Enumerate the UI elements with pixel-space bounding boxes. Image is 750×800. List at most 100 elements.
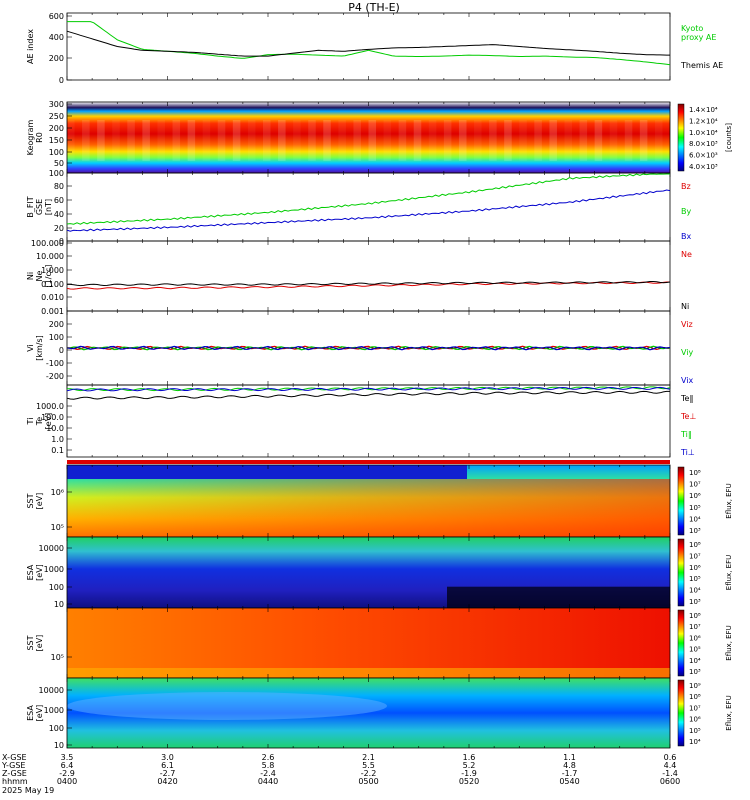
footer-value: -1.4 xyxy=(662,769,678,778)
footer-value: -2.4 xyxy=(260,769,276,778)
keogram-colorbar-tick: 6.0×10³ xyxy=(689,152,718,160)
sst_i-ylabel: SST xyxy=(26,493,35,508)
sst_e-colorbar xyxy=(677,609,685,677)
sst_e-colorbar-tick: 10⁶ xyxy=(689,634,701,642)
keogram-ytick-label: 150 xyxy=(49,136,64,145)
keogram-ylabel: Keogram xyxy=(26,119,35,155)
footer-date: 2025 May 19 xyxy=(2,786,54,795)
temperature-legend-0: Te‖ xyxy=(680,394,693,403)
footer-value: -2.7 xyxy=(160,769,176,778)
panel-keogram: 50 100 150 200 250 300 Keogram R0 1.4×10⁴ 1.2×10⁴… xyxy=(26,100,733,174)
footer-value: 0520 xyxy=(459,777,479,786)
sst_e-colorbar-tick: 10⁸ xyxy=(689,612,701,620)
ae-series-0 xyxy=(67,21,671,66)
keogram-ytick-label: 300 xyxy=(49,100,64,109)
footer-value: 2.6 xyxy=(262,753,275,762)
keogram-streak xyxy=(353,120,361,161)
bfield-ytick-label: 100 xyxy=(49,169,64,178)
footer-value: 5.2 xyxy=(463,761,476,770)
esa_e-colorbar xyxy=(677,679,685,747)
bfield-ytick-label: 0 xyxy=(59,237,64,246)
temperature-ytick-label: 1000.0 xyxy=(36,402,64,411)
footer-value: 3.0 xyxy=(161,753,174,762)
keogram-ytick-label: 250 xyxy=(49,112,64,121)
temperature-legend-3: Ti⊥ xyxy=(680,448,695,457)
keogram-streak xyxy=(383,120,392,161)
esa_e-colorbar-tick: 10⁷ xyxy=(689,704,701,712)
bfield-legend-1: By xyxy=(681,207,691,216)
esa_i-colorbar-tick: 10⁶ xyxy=(689,564,701,572)
bfield-ylabel: [nT] xyxy=(44,199,53,215)
footer-value: -1.9 xyxy=(461,769,477,778)
sst_i-colorbar-tick: 10³ xyxy=(689,527,701,535)
esa_i-colorbar xyxy=(677,538,685,607)
panel-esa_i: 10 100 1000 10000 ESA [eV] 10⁸ 10⁷ 10⁶ 10⁵ 10⁴ 10³ E… xyxy=(26,536,733,609)
bfield-ytick-label: 20 xyxy=(54,224,64,233)
keogram-streak xyxy=(413,120,422,161)
sst_e-colorbar-tick: 10⁵ xyxy=(689,646,701,654)
density-ylabel: [1/cc] xyxy=(44,265,53,288)
keogram-streak xyxy=(142,120,150,161)
velocity-legend-1: Viy xyxy=(681,348,694,357)
esa_e-colorbar-tick: 10⁵ xyxy=(689,727,701,735)
esa_i-colorbar-tick: 10⁷ xyxy=(689,552,701,560)
esa_i-colorbar-tick: 10³ xyxy=(689,598,701,606)
panel-sst_i: 10⁵ 10⁶ SST [eV] 10⁸ 10⁷ 10⁶ 10⁵ 10⁴ 10³ Eflux, EF… xyxy=(26,460,733,538)
esa_e-colorbar-tick: 10⁶ xyxy=(689,716,701,724)
density-ytick-label: 0.010 xyxy=(41,293,64,302)
footer-row-label: hhmm xyxy=(2,777,28,786)
footer-value: 0500 xyxy=(358,777,378,786)
keogram-colorbar-tick: 1.2×10⁴ xyxy=(689,117,718,125)
keogram-streak xyxy=(428,120,437,161)
esa_e-ylabel: ESA xyxy=(26,705,35,721)
esa_e-colorbar-tick: 10⁴ xyxy=(689,738,701,746)
footer-value: 5.8 xyxy=(262,761,275,770)
keogram-streak xyxy=(202,120,211,161)
sst_e-ylabel: [eV] xyxy=(35,635,44,652)
esa_e-colorbar-tick: 10⁹ xyxy=(689,682,701,690)
footer-value: -1.7 xyxy=(562,769,578,778)
density-frame xyxy=(66,240,671,312)
footer-value: 0540 xyxy=(559,777,579,786)
footer-value: 6.4 xyxy=(61,761,74,770)
panel-bfield: 0 20 40 60 80 100 B_FIT GSE [nT] Bz By Bx xyxy=(26,169,691,246)
temperature-ytick-label: 10.0 xyxy=(46,424,64,433)
bfield-ytick-label: 80 xyxy=(54,182,64,191)
esa_i-ytick-label: 1000 xyxy=(44,565,64,574)
keogram-streak xyxy=(187,120,196,161)
ae-frame xyxy=(66,12,671,81)
density-series-0 xyxy=(66,281,670,290)
density-ylabel: Ne xyxy=(35,270,44,281)
sst_i-ylabel: [eV] xyxy=(35,493,44,510)
panel-sst_e: 10⁵ SST [eV] 10⁸ 10⁷ 10⁶ 10⁵ 10⁴ 10³ Eflux, EFU xyxy=(26,607,733,679)
esa_i-colorbar-tick: 10⁸ xyxy=(689,541,701,549)
keogram-streak xyxy=(127,120,135,161)
sst-electron-spectrogram xyxy=(67,608,670,678)
sst_i-colorbar-tick: 10⁷ xyxy=(689,481,701,489)
ae-ytick-label: 600 xyxy=(49,12,64,21)
esa_i-ytick-label: 10 xyxy=(54,600,64,609)
keogram-streak xyxy=(172,120,181,161)
esa_i-ylabel: ESA xyxy=(26,564,35,580)
footer-value: 0400 xyxy=(57,777,77,786)
sst_i-colorbar-label: Eflux, EFU xyxy=(725,483,733,518)
esa_e-ylabel: [eV] xyxy=(35,705,44,722)
keogram-streak xyxy=(293,120,301,161)
bfield-ytick-label: 40 xyxy=(54,210,64,219)
keogram-streak xyxy=(398,120,407,161)
density-series-1 xyxy=(67,281,671,287)
figure-title: P4 (TH-E) xyxy=(348,1,400,14)
sst_i-ytick-label: 10⁶ xyxy=(51,488,64,497)
keogram-ytick-label: 200 xyxy=(49,124,64,133)
keogram-streak xyxy=(368,120,377,161)
panel-temperature: 0.1 1.0 10.0 100.0 1000.0Ti Te [eV] Te‖ Te⊥ Ti‖ Ti… xyxy=(26,384,696,458)
keogram-colorbar xyxy=(677,103,685,172)
footer-value: 1.6 xyxy=(463,753,476,762)
bfield-ytick-label: 60 xyxy=(54,196,64,205)
ae-ytick-label: 0 xyxy=(59,76,64,85)
keogram-streak xyxy=(579,120,588,161)
esa_i-colorbar-tick: 10⁴ xyxy=(689,587,701,595)
temperature-frame xyxy=(66,384,671,458)
keogram-streak xyxy=(594,120,603,161)
